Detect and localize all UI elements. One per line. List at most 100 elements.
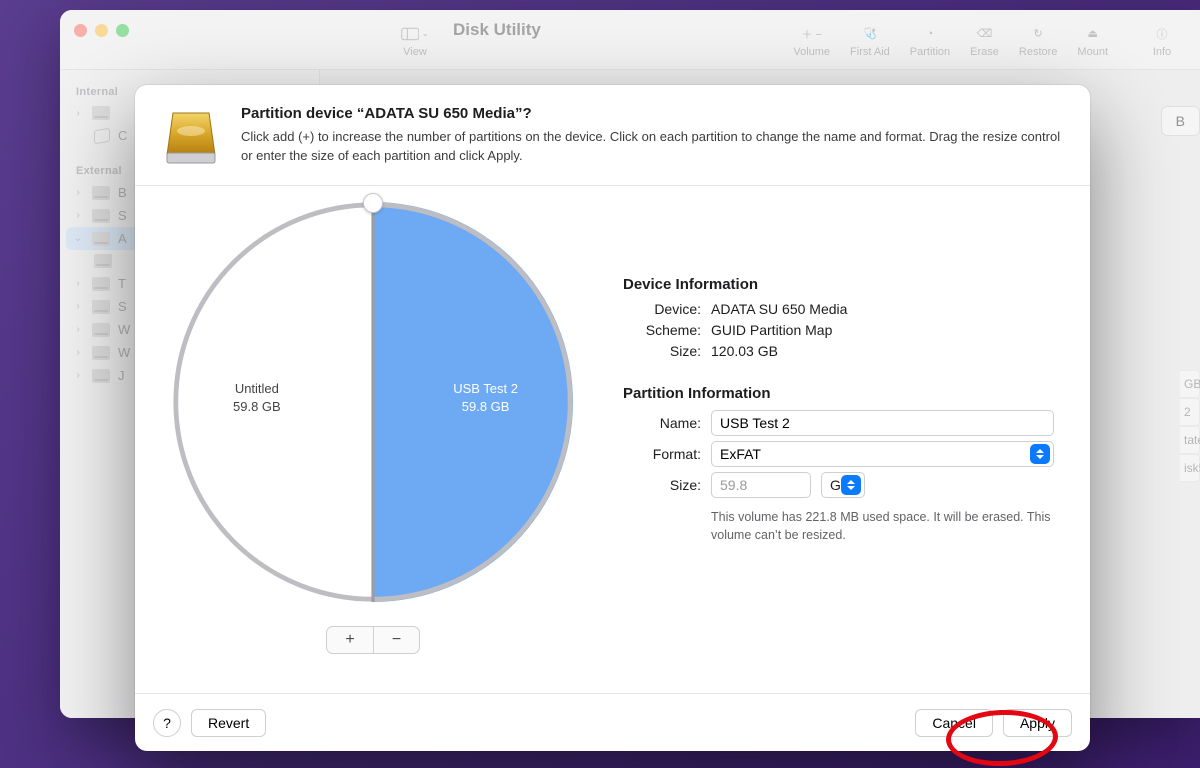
devsize-label: Size:	[623, 343, 701, 359]
external-drive-icon	[159, 105, 223, 169]
format-popup[interactable]	[711, 441, 1054, 467]
apply-button[interactable]: Apply	[1003, 709, 1072, 737]
slice-label-left: Untitled 59.8 GB	[233, 380, 281, 415]
detail-row: tate	[1180, 426, 1200, 454]
chevron-right-icon[interactable]: ›	[72, 278, 84, 289]
sidebar-item-label: A	[118, 231, 127, 246]
popup-chevron-icon	[841, 475, 861, 495]
disk-icon	[92, 186, 110, 200]
toolbar-mount[interactable]: ⏏ Mount	[1077, 22, 1108, 58]
slice-label-right: USB Test 2 59.8 GB	[453, 380, 518, 415]
disk-icon	[92, 346, 110, 360]
chevron-right-icon[interactable]: ›	[72, 108, 84, 119]
partition-name-input[interactable]	[711, 410, 1054, 436]
add-remove-partition: + −	[326, 626, 420, 654]
piechart-icon: ◔	[916, 22, 944, 46]
sheet-subtitle: Click add (+) to increase the number of …	[241, 128, 1066, 166]
detail-row: isk5	[1180, 454, 1200, 482]
help-button[interactable]: ?	[153, 709, 181, 737]
devsize-value: 120.03 GB	[711, 343, 1054, 359]
partition-size-input	[711, 472, 811, 498]
cancel-button[interactable]: Cancel	[915, 709, 993, 737]
scheme-label: Scheme:	[623, 322, 701, 338]
format-label: Format:	[623, 446, 701, 462]
resize-handle[interactable]	[363, 193, 383, 213]
toolbar-firstaid[interactable]: 🩺 First Aid	[850, 22, 890, 58]
zoom-window-button[interactable]	[116, 24, 129, 37]
sheet-title: Partition device “ADATA SU 650 Media”?	[241, 105, 1066, 122]
sheet-header: Partition device “ADATA SU 650 Media”? C…	[135, 85, 1090, 186]
stethoscope-icon: 🩺	[856, 22, 884, 46]
slice-size: 59.8 GB	[233, 398, 281, 416]
info-icon: ⓘ	[1148, 22, 1176, 46]
minimize-window-button[interactable]	[95, 24, 108, 37]
sidebar-item-label: W	[118, 322, 130, 337]
traffic-lights	[74, 24, 129, 55]
chevron-right-icon[interactable]: ›	[72, 347, 84, 358]
disk-icon	[92, 209, 110, 223]
detail-stub-rows: GB 2 tate isk5	[1180, 370, 1200, 460]
disk-icon	[94, 254, 112, 268]
sidebar-item-label: W	[118, 345, 130, 360]
slice-size: 59.8 GB	[453, 398, 518, 416]
partition-pie[interactable]: Untitled 59.8 GB USB Test 2 59.8 GB	[173, 202, 573, 602]
chevron-right-icon[interactable]: ›	[72, 324, 84, 335]
slice-name: Untitled	[233, 380, 281, 398]
window-titlebar: ⌄ View Disk Utility ＋ − Volume 🩺 First A…	[60, 10, 1200, 70]
toolbar-view[interactable]: ⌄ View	[401, 22, 429, 58]
size-unit-popup[interactable]	[821, 472, 865, 498]
toolbar-partition-label: Partition	[910, 46, 950, 58]
toolbar-volume[interactable]: ＋ − Volume	[793, 22, 830, 58]
toolbar-restore[interactable]: ↻ Restore	[1019, 22, 1058, 58]
disk-icon	[92, 277, 110, 291]
revert-button[interactable]: Revert	[191, 709, 266, 737]
partition-sheet: Partition device “ADATA SU 650 Media”? C…	[135, 85, 1090, 751]
restore-icon: ↻	[1024, 22, 1052, 46]
sidebar-item-label: S	[118, 299, 127, 314]
toolbar-erase-label: Erase	[970, 46, 999, 58]
name-label: Name:	[623, 415, 701, 431]
disk-icon	[92, 232, 110, 246]
toolbar-partition[interactable]: ◔ Partition	[910, 22, 950, 58]
eject-icon: ⏏	[1079, 22, 1107, 46]
close-window-button[interactable]	[74, 24, 87, 37]
toolbar-info[interactable]: ⓘ Info	[1148, 22, 1176, 58]
sidebar-item-label: J	[118, 368, 125, 383]
partition-note: This volume has 221.8 MB used space. It …	[711, 508, 1054, 544]
detail-stub-button[interactable]: B	[1161, 106, 1200, 136]
toolbar-firstaid-label: First Aid	[850, 46, 890, 58]
scheme-value: GUID Partition Map	[711, 322, 1054, 338]
chevron-down-icon[interactable]: ⌄	[72, 233, 84, 244]
detail-row: 2	[1180, 398, 1200, 426]
disk-icon	[92, 106, 110, 120]
device-value: ADATA SU 650 Media	[711, 301, 1054, 317]
chevron-right-icon[interactable]: ›	[72, 187, 84, 198]
disk-icon	[92, 300, 110, 314]
partition-info-heading: Partition Information	[623, 385, 1054, 402]
plus-icon: ＋ −	[798, 22, 826, 46]
toolbar-restore-label: Restore	[1019, 46, 1058, 58]
toolbar-mount-label: Mount	[1077, 46, 1108, 58]
device-info-heading: Device Information	[623, 276, 1054, 293]
chevron-right-icon[interactable]: ›	[72, 370, 84, 381]
toolbar-erase[interactable]: ⌫ Erase	[970, 22, 999, 58]
container-icon	[94, 127, 110, 143]
remove-partition-button[interactable]: −	[373, 627, 419, 653]
add-partition-button[interactable]: +	[327, 627, 373, 653]
toolbar-volume-label: Volume	[793, 46, 830, 58]
sidebar-item-label: S	[118, 208, 127, 223]
chevron-right-icon[interactable]: ›	[72, 210, 84, 221]
size-label: Size:	[623, 477, 701, 493]
detail-row: GB	[1180, 370, 1200, 398]
erase-icon: ⌫	[971, 22, 999, 46]
sheet-footer: ? Revert Cancel Apply	[135, 693, 1090, 751]
slice-name: USB Test 2	[453, 380, 518, 398]
format-value[interactable]	[711, 441, 1054, 467]
device-label: Device:	[623, 301, 701, 317]
chevron-right-icon[interactable]: ›	[72, 301, 84, 312]
toolbar-info-label: Info	[1153, 46, 1171, 58]
app-title: Disk Utility	[453, 20, 541, 40]
disk-icon	[92, 323, 110, 337]
disk-icon	[92, 369, 110, 383]
sidebar-layout-icon: ⌄	[401, 22, 429, 46]
